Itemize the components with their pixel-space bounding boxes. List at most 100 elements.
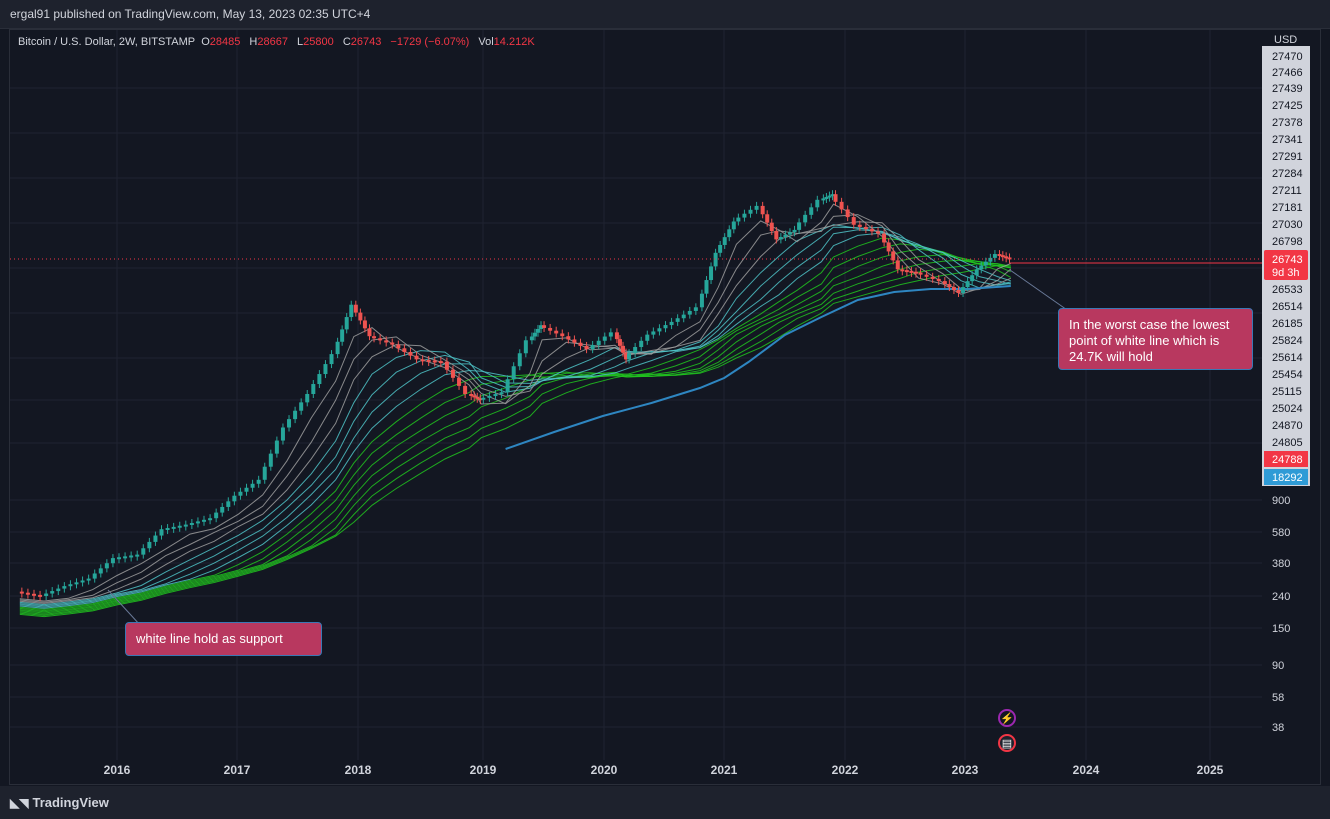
time-axis-label: 2016 <box>104 763 131 777</box>
annotation-worst-case[interactable]: In the worst case the lowest point of wh… <box>1058 308 1253 370</box>
footer: ◣◥ TradingView <box>0 786 1330 819</box>
candle-body <box>165 528 170 531</box>
candle-body <box>438 361 443 364</box>
candle-body <box>803 214 808 223</box>
candle-body <box>535 328 540 333</box>
price-axis-label: 27425 <box>1272 100 1303 112</box>
time-axis-label: 2019 <box>470 763 497 777</box>
candle-body <box>56 588 61 592</box>
candle-body <box>362 320 367 329</box>
candle-body <box>414 355 419 360</box>
candle-body <box>472 395 477 398</box>
candle-body <box>596 340 601 345</box>
candle-body <box>478 398 483 401</box>
price-axis-label: 38 <box>1272 722 1284 734</box>
tradingview-logo[interactable]: ◣◥ TradingView <box>10 795 109 810</box>
price-axis-label: 27466 <box>1272 67 1303 79</box>
ma-ribbon-line <box>19 232 1011 609</box>
candle-body <box>548 327 553 331</box>
candle-body <box>951 287 956 291</box>
candle-body <box>590 344 595 350</box>
candle-body <box>645 334 650 341</box>
candle-body <box>420 359 425 362</box>
annotation-worst-case-text: In the worst case the lowest point of wh… <box>1069 317 1230 364</box>
candle-body <box>74 582 79 585</box>
us-flag-icon[interactable]: ▤ <box>998 734 1016 752</box>
candle-body <box>117 557 121 560</box>
price-axis-label: 27439 <box>1272 83 1303 95</box>
annotation-support[interactable]: white line hold as support <box>125 622 322 656</box>
level-tag-red <box>1264 451 1308 467</box>
candle-body <box>584 345 589 350</box>
candle-body <box>349 304 354 318</box>
candle-body <box>722 237 727 245</box>
price-axis-label: 150 <box>1272 623 1290 635</box>
candle-body <box>947 284 952 288</box>
candle-body <box>189 523 194 526</box>
candle-body <box>769 222 774 232</box>
candle-body <box>408 351 413 356</box>
price-axis-label: 27341 <box>1272 134 1303 146</box>
level-tag-blue-value: 18292 <box>1272 472 1303 484</box>
candle-body <box>602 336 607 341</box>
price-axis-label: 26185 <box>1272 318 1303 330</box>
candle-body <box>824 197 829 200</box>
candle-body <box>754 205 759 210</box>
candle-body <box>344 317 349 330</box>
time-axis-label: 2024 <box>1073 763 1100 777</box>
legend-high-label: H <box>249 36 258 48</box>
price-axis-label: 240 <box>1272 591 1290 603</box>
price-axis-label: 26514 <box>1272 301 1303 313</box>
candle-body <box>390 342 395 345</box>
price-axis-label: 24805 <box>1272 437 1303 449</box>
candle-body <box>965 281 970 288</box>
ma-ribbon-line <box>19 254 1011 614</box>
candle-body <box>86 578 91 581</box>
legend-close-label: C <box>342 36 351 48</box>
candle-body <box>578 342 583 346</box>
price-axis-label: 27291 <box>1272 151 1303 163</box>
candle-body <box>358 312 363 321</box>
candle-body <box>760 205 765 215</box>
candle-body <box>141 548 146 555</box>
candle-body <box>532 332 537 337</box>
price-axis-label: 27470 <box>1272 51 1303 63</box>
candle-body <box>147 541 152 549</box>
candle-body <box>542 325 547 328</box>
candle-body <box>869 229 874 232</box>
candle-body <box>244 487 249 492</box>
candle-body <box>62 586 67 589</box>
candle-body <box>731 221 736 230</box>
candle-body <box>214 512 219 519</box>
candle-body <box>624 352 629 360</box>
candle-body <box>426 359 431 362</box>
price-axis-label: 25454 <box>1272 369 1303 381</box>
candle-body <box>713 252 718 267</box>
ma-ribbon-line <box>19 243 1011 612</box>
candle-body <box>787 232 792 235</box>
level-tag-blue <box>1264 469 1308 485</box>
time-axis-label: 2018 <box>345 763 372 777</box>
current-price-value: 26743 <box>1272 254 1303 266</box>
candle-body <box>31 593 36 596</box>
candle-body <box>250 483 255 488</box>
chart-frame <box>9 29 1321 785</box>
candle-body <box>839 201 844 210</box>
ma-ribbon-line <box>19 214 1012 603</box>
price-axis-currency: USD <box>1274 34 1298 46</box>
candle-body <box>748 209 753 214</box>
candle-body <box>845 209 850 218</box>
candle-body <box>457 377 462 386</box>
candle-body <box>511 366 516 380</box>
candle-body <box>396 344 401 349</box>
candle-body <box>961 287 966 293</box>
price-axis-label: 25614 <box>1272 352 1303 364</box>
candle-body <box>639 340 644 348</box>
candle-body <box>633 347 638 354</box>
lightning-icon[interactable]: ⚡ <box>998 709 1016 727</box>
legend-symbol: Bitcoin / U.S. Dollar, 2W, BITSTAMP <box>18 36 196 48</box>
publisher-text: ergal91 published on TradingView.com, Ma… <box>10 7 371 21</box>
price-axis-label: 380 <box>1272 558 1290 570</box>
candle-body <box>913 271 918 274</box>
